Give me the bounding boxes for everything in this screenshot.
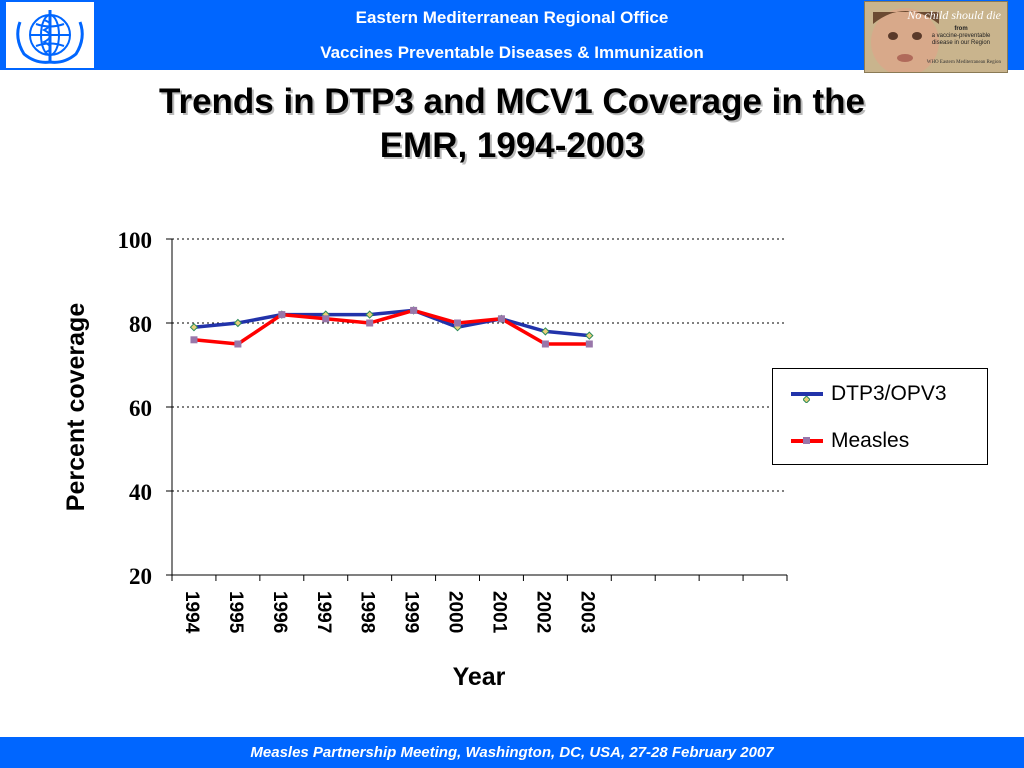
- data-point-measles-1998: [366, 319, 374, 327]
- data-point-measles-1995: [234, 340, 242, 348]
- footer-text: Measles Partnership Meeting, Washington,…: [250, 744, 774, 761]
- x-tick-label-1999: 1999: [401, 591, 422, 633]
- series-line-measles: [193, 308, 590, 346]
- data-point-dtp3-2003: [585, 331, 594, 340]
- data-point-measles-2003: [585, 340, 593, 348]
- x-tick-label-1995: 1995: [225, 591, 246, 634]
- y-tick-label-100: 100: [118, 228, 153, 253]
- legend-marker-measles: [803, 437, 810, 444]
- x-tick-label-1998: 1998: [357, 591, 378, 633]
- who-emblem-icon: [6, 2, 94, 68]
- photo-caption-from: from: [954, 26, 968, 32]
- photo-caption-main: No child should die: [907, 8, 1001, 22]
- x-axis-title: Year: [453, 663, 506, 691]
- x-tick-label-2002: 2002: [532, 591, 553, 633]
- chart-legend: DTP3/OPV3 Measles: [772, 368, 988, 465]
- footer-bar: Measles Partnership Meeting, Washington,…: [0, 737, 1024, 768]
- header-office-title: Eastern Mediterranean Regional Office: [355, 8, 669, 27]
- photo-caption-org: WHO Eastern Mediterranean Region: [926, 60, 1001, 65]
- data-point-measles-2000: [454, 319, 462, 327]
- data-point-dtp3-2002: [541, 327, 550, 336]
- y-tick-label-20: 20: [129, 564, 152, 589]
- header-program-title: Vaccines Preventable Diseases & Immuniza…: [320, 43, 704, 62]
- x-tick-label-1997: 1997: [313, 591, 334, 633]
- data-point-measles-2001: [497, 315, 505, 323]
- slide-title: Trends in DTP3 and MCV1 Coverage in the …: [0, 80, 1024, 168]
- data-point-measles-1997: [322, 315, 330, 323]
- slide-title-line1: Trends in DTP3 and MCV1 Coverage in the: [159, 82, 865, 121]
- data-point-dtp3-1994: [189, 322, 199, 332]
- y-axis-title: Percent coverage: [62, 303, 90, 512]
- y-tick-label-40: 40: [129, 480, 152, 505]
- y-tick-label-80: 80: [129, 312, 152, 337]
- x-tick-label-2003: 2003: [576, 591, 597, 633]
- x-tick-label-1994: 1994: [181, 591, 202, 634]
- legend-marker-dtp3: [802, 390, 811, 404]
- x-tick-label-2001: 2001: [488, 591, 509, 634]
- slide-title-line2: EMR, 1994-2003: [379, 126, 645, 165]
- data-point-dtp3-1998: [365, 310, 374, 319]
- data-point-measles-1996: [278, 311, 286, 319]
- legend-label-dtp3: DTP3/OPV3: [831, 382, 947, 405]
- series-line-dtp3: [193, 308, 590, 338]
- data-point-measles-1999: [410, 306, 418, 314]
- data-point-measles-2002: [541, 340, 549, 348]
- y-tick-label-60: 60: [129, 396, 152, 421]
- photo-caption-sub: from a vaccine-preventable disease in ou…: [923, 26, 999, 47]
- photo-caption-disease: a vaccine-preventable disease in our Reg…: [931, 33, 991, 46]
- x-tick-label-2000: 2000: [445, 591, 466, 633]
- data-point-dtp3-1995: [233, 318, 243, 328]
- legend-label-measles: Measles: [831, 429, 910, 452]
- x-tick-label-1996: 1996: [269, 591, 290, 633]
- legend-line-dtp3: [791, 392, 823, 396]
- campaign-photo: No child should die from a vaccine-preve…: [864, 1, 1008, 73]
- data-point-measles-1994: [190, 336, 198, 344]
- header-bar: Eastern Mediterranean Regional Office Va…: [0, 0, 1024, 73]
